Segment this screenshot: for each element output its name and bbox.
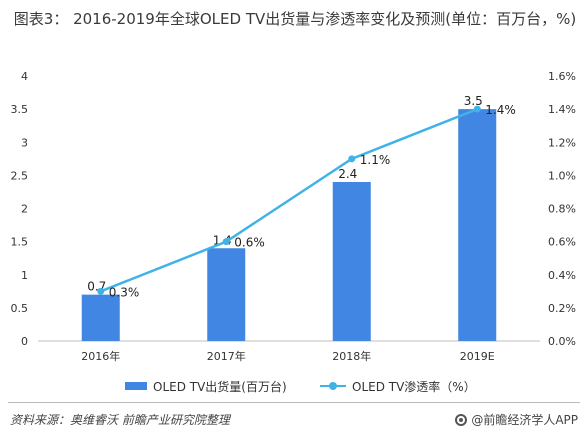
- chart-title: 图表3： 2016-2019年全球OLED TV出货量与渗透率变化及预测(单位：…: [13, 10, 577, 28]
- y-right-tick-label: 0.0%: [548, 335, 576, 348]
- y-left-tick-label: 3.5: [11, 103, 29, 116]
- legend-label-shipments: OLED TV出货量(百万台): [153, 379, 287, 394]
- legend-item-penetration: OLED TV渗透率（%）: [320, 377, 476, 395]
- bar: [207, 248, 246, 341]
- legend-swatch-line: [320, 381, 346, 391]
- x-tick-label: 2017年: [207, 349, 246, 363]
- y-right-tick-label: 1.2%: [548, 136, 576, 149]
- brand-logo-icon: [455, 413, 468, 426]
- x-tick-label: 2018年: [332, 349, 371, 363]
- bar-value-label: 3.5: [464, 94, 483, 108]
- bar-value-label: 2.4: [338, 167, 357, 181]
- y-right-tick-label: 0.6%: [548, 236, 576, 249]
- brand-credit: @前瞻经济学人APP: [455, 411, 578, 428]
- penetration-value-label: 1.1%: [360, 153, 391, 167]
- y-left-tick-label: 0.5: [11, 302, 29, 315]
- penetration-value-label: 1.4%: [485, 103, 516, 117]
- penetration-point: [348, 155, 356, 163]
- y-right-tick-label: 0.2%: [548, 302, 576, 315]
- penetration-point: [222, 238, 230, 246]
- y-left-tick-label: 2.5: [11, 169, 29, 182]
- bar: [81, 294, 120, 341]
- bar: [332, 182, 371, 341]
- y-left-tick-label: 2: [21, 203, 28, 216]
- legend: OLED TV出货量(百万台) OLED TV渗透率（%）: [0, 377, 588, 395]
- legend-item-shipments: OLED TV出货量(百万台): [125, 377, 287, 395]
- penetration-line: [100, 107, 478, 293]
- penetration-value-label: 0.3%: [109, 285, 140, 299]
- source-note: 资料来源：奥维睿沃 前瞻产业研究院整理: [10, 413, 230, 427]
- y-right-tick-label: 0.4%: [548, 269, 576, 282]
- bar: [458, 109, 497, 341]
- y-left-tick-label: 4: [21, 70, 28, 83]
- y-left-tick-label: 0: [21, 335, 28, 348]
- penetration-value-label: 0.6%: [234, 236, 265, 250]
- y-left-tick-label: 1: [21, 269, 28, 282]
- penetration-point: [97, 287, 105, 295]
- legend-label-penetration: OLED TV渗透率（%）: [352, 379, 476, 394]
- y-left-tick-label: 1.5: [11, 236, 29, 249]
- x-tick-label: 2019E: [460, 350, 495, 363]
- brand-text: @前瞻经济学人APP: [471, 413, 578, 427]
- y-right-tick-label: 1.4%: [548, 103, 576, 116]
- footer-divider: [8, 402, 580, 403]
- penetration-point: [473, 105, 481, 113]
- x-tick-label: 2016年: [81, 349, 120, 363]
- y-right-tick-label: 1.6%: [548, 70, 576, 83]
- y-right-tick-label: 1.0%: [548, 169, 576, 182]
- legend-swatch-bar: [125, 382, 147, 390]
- y-left-tick-label: 3: [21, 136, 28, 149]
- y-right-tick-label: 0.8%: [548, 203, 576, 216]
